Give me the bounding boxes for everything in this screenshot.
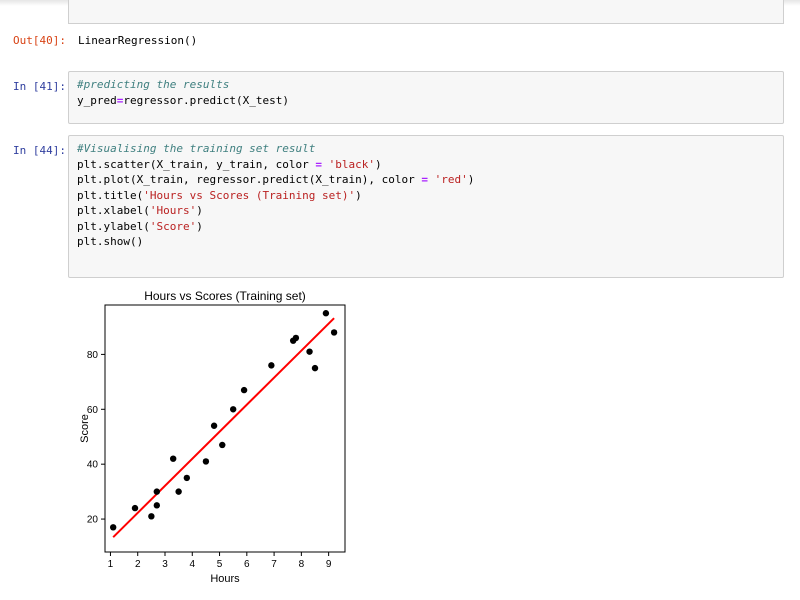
y-axis-label: Score [79,414,91,443]
data-point [169,455,177,462]
data-point [322,310,330,317]
data-point [229,406,237,413]
scatter-plot: Hours vs Scores (Training set) 1 2 3 4 5 6 7 8 9 2… [79,289,346,585]
code-token: ) [355,188,362,202]
data-point [175,488,182,495]
x-tick-label: 9 [326,559,332,570]
x-tick-label: 8 [299,559,305,570]
code-cell-41[interactable]: #predicting the results y_pred=regressor… [68,71,784,124]
code-string: 'Hours' [149,204,197,217]
code-operator: = [116,93,124,107]
code-cell-44[interactable]: #Visualising the training set result plt… [68,135,784,278]
data-point [330,329,338,336]
data-point [219,441,226,449]
code-token: ) [467,173,475,186]
chart-title: Hours vs Scores (Training set) [144,289,306,303]
x-axis-label: Hours [210,573,240,585]
data-point [306,348,313,355]
data-point [153,502,161,509]
y-tick-label: 20 [87,515,99,526]
data-point [148,513,155,520]
code-token: regressor.predict(X_test) [123,93,289,107]
data-point [268,362,275,369]
data-point [210,422,218,429]
x-tick-label: 3 [162,559,168,570]
code-token [322,158,329,171]
x-tick-label: 7 [271,559,277,570]
code-comment: #Visualising the training set result [77,142,316,155]
out-prompt: Out[40]: [13,34,66,47]
code-string: 'Score' [149,219,197,233]
x-tick-label: 2 [135,559,141,570]
code-operator: = [315,157,323,171]
data-point [131,504,139,512]
data-point [153,488,161,495]
data-point [311,364,319,372]
x-tick-label: 5 [217,559,223,570]
code-token: plt.show() [77,235,144,248]
code-token: ) [375,157,382,171]
in-prompt-44: In [44]: [13,144,66,157]
code-token: plt.xlabel( [77,204,150,217]
code-token: ) [196,219,203,233]
previous-code-cell[interactable] [68,0,784,24]
code-token: plt.plot(X_train, regressor.predict(X_tr… [77,173,422,186]
data-point [292,334,300,342]
code-token [428,173,435,186]
x-tick-label: 1 [108,559,114,570]
code-operator: = [421,173,428,186]
code-string: 'red' [434,173,468,186]
regression-line [112,317,335,538]
y-tick-label: 80 [87,350,99,361]
data-point [240,386,248,394]
y-tick-label: 40 [87,460,99,471]
x-tick-label: 6 [244,559,250,570]
code-token: plt.scatter(X_train, y_train, color [77,157,316,171]
code-token: plt.ylabel( [77,219,150,233]
in-prompt-41: In [41]: [13,80,66,93]
x-tick-label: 4 [189,559,195,570]
data-point [109,524,117,531]
code-token: plt.title( [77,188,144,202]
code-string: 'Hours vs Scores (Training set)' [143,188,356,202]
code-token: y_pred [77,93,117,107]
y-tick-label: 60 [87,405,99,416]
output-text: LinearRegression() [78,34,198,47]
data-point [183,474,191,482]
data-point [202,458,210,465]
code-string: 'black' [328,157,376,171]
code-comment: #predicting the results [77,78,230,91]
code-token: ) [196,204,203,217]
